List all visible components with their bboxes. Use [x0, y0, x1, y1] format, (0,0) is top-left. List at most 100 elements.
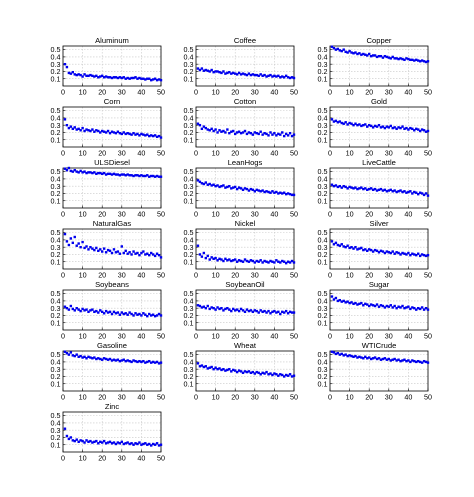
data-point — [108, 131, 112, 135]
data-point — [136, 442, 139, 446]
data-point — [275, 311, 278, 314]
data-point — [206, 367, 209, 370]
data-point — [290, 193, 294, 197]
data-point — [155, 174, 159, 178]
data-point — [397, 358, 400, 361]
data-point — [65, 306, 69, 310]
data-point — [106, 76, 110, 79]
x-tick-label: 20 — [365, 332, 373, 341]
data-point — [292, 76, 296, 80]
data-point — [214, 366, 217, 369]
subplot-title: Corn — [104, 97, 120, 106]
x-tick-label: 30 — [251, 393, 259, 402]
y-tick-label: 0.5 — [184, 228, 194, 237]
y-tick-label: 0.3 — [318, 60, 328, 69]
data-point — [124, 77, 127, 80]
data-point — [257, 260, 260, 263]
data-point — [157, 362, 161, 365]
x-tick-label: 40 — [270, 88, 278, 97]
y-tick-label: 0.2 — [184, 128, 194, 137]
data-point — [114, 173, 118, 176]
subplot-title: SoybeanOil — [225, 280, 265, 289]
x-tick-label: 0 — [194, 149, 198, 158]
subplot-leanhogs: 0.10.20.30.40.5 0 10 20 30 40 50 LeanHogs — [184, 158, 299, 219]
data-point — [155, 314, 159, 317]
data-point — [112, 358, 116, 361]
data-point — [273, 261, 276, 264]
data-point — [383, 251, 387, 255]
x-tick-label: 0 — [328, 88, 332, 97]
x-tick-label: 10 — [79, 210, 87, 219]
data-point — [126, 131, 129, 135]
data-point — [200, 306, 204, 309]
data-point — [230, 370, 233, 373]
data-point — [234, 72, 237, 75]
data-point — [389, 124, 392, 128]
data-point — [214, 128, 217, 131]
subplot-wheat: 0.10.20.30.40.5 0 10 20 30 40 50 Wheat — [184, 341, 299, 402]
y-tick-label: 0.1 — [51, 74, 61, 83]
x-tick-label: 10 — [79, 88, 87, 97]
data-point — [128, 359, 131, 363]
axes-frame — [329, 45, 429, 87]
data-point — [157, 253, 161, 257]
data-point — [212, 70, 215, 74]
data-point — [91, 171, 94, 175]
data-point — [71, 354, 74, 357]
data-point — [222, 129, 225, 133]
data-point — [377, 251, 381, 254]
data-point — [356, 123, 359, 127]
data-point — [206, 69, 209, 72]
data-point — [99, 171, 102, 175]
data-point — [332, 243, 336, 246]
data-point — [81, 356, 84, 359]
data-point — [366, 303, 369, 306]
y-tick-label: 0.2 — [51, 67, 61, 76]
data-point — [350, 354, 353, 358]
x-tick-label: 10 — [79, 393, 87, 402]
data-point — [340, 49, 343, 53]
data-point — [116, 441, 120, 444]
y-tick-label: 0.5 — [318, 228, 328, 237]
y-tick-label: 0.1 — [184, 196, 194, 205]
data-point — [112, 441, 116, 444]
data-point — [387, 251, 390, 254]
y-tick-label: 0.5 — [51, 411, 61, 420]
data-point — [140, 132, 143, 136]
data-point — [95, 439, 98, 443]
data-point — [120, 76, 123, 80]
y-tick-label: 0.5 — [51, 45, 61, 54]
y-tick-label: 0.5 — [51, 167, 61, 176]
data-point — [241, 371, 245, 375]
data-point — [245, 73, 249, 77]
x-tick-label: 50 — [157, 393, 165, 402]
data-point — [208, 129, 211, 132]
data-point — [340, 300, 343, 303]
data-point — [332, 184, 336, 188]
data-point — [216, 131, 219, 134]
data-point — [151, 313, 155, 316]
x-tick-label: 40 — [137, 271, 145, 280]
data-point — [342, 184, 345, 188]
y-tick-label: 0.2 — [318, 189, 328, 198]
data-point — [360, 356, 363, 359]
data-point — [415, 58, 418, 62]
x-tick-label: 0 — [61, 393, 65, 402]
x-tick-label: 10 — [346, 271, 354, 280]
x-tick-label: 50 — [157, 332, 165, 341]
data-point — [228, 70, 231, 74]
data-point — [95, 246, 98, 250]
data-point — [273, 372, 276, 375]
x-tick-label: 50 — [290, 149, 298, 158]
y-tick-label: 0.4 — [51, 297, 61, 306]
data-point — [159, 78, 163, 82]
data-point — [132, 174, 135, 178]
data-point — [196, 304, 200, 307]
data-point — [348, 301, 351, 305]
data-point — [420, 306, 424, 309]
data-point — [405, 57, 408, 60]
data-point — [255, 73, 258, 77]
x-tick-label: 0 — [328, 210, 332, 219]
data-point — [265, 260, 268, 263]
data-point — [142, 174, 145, 178]
